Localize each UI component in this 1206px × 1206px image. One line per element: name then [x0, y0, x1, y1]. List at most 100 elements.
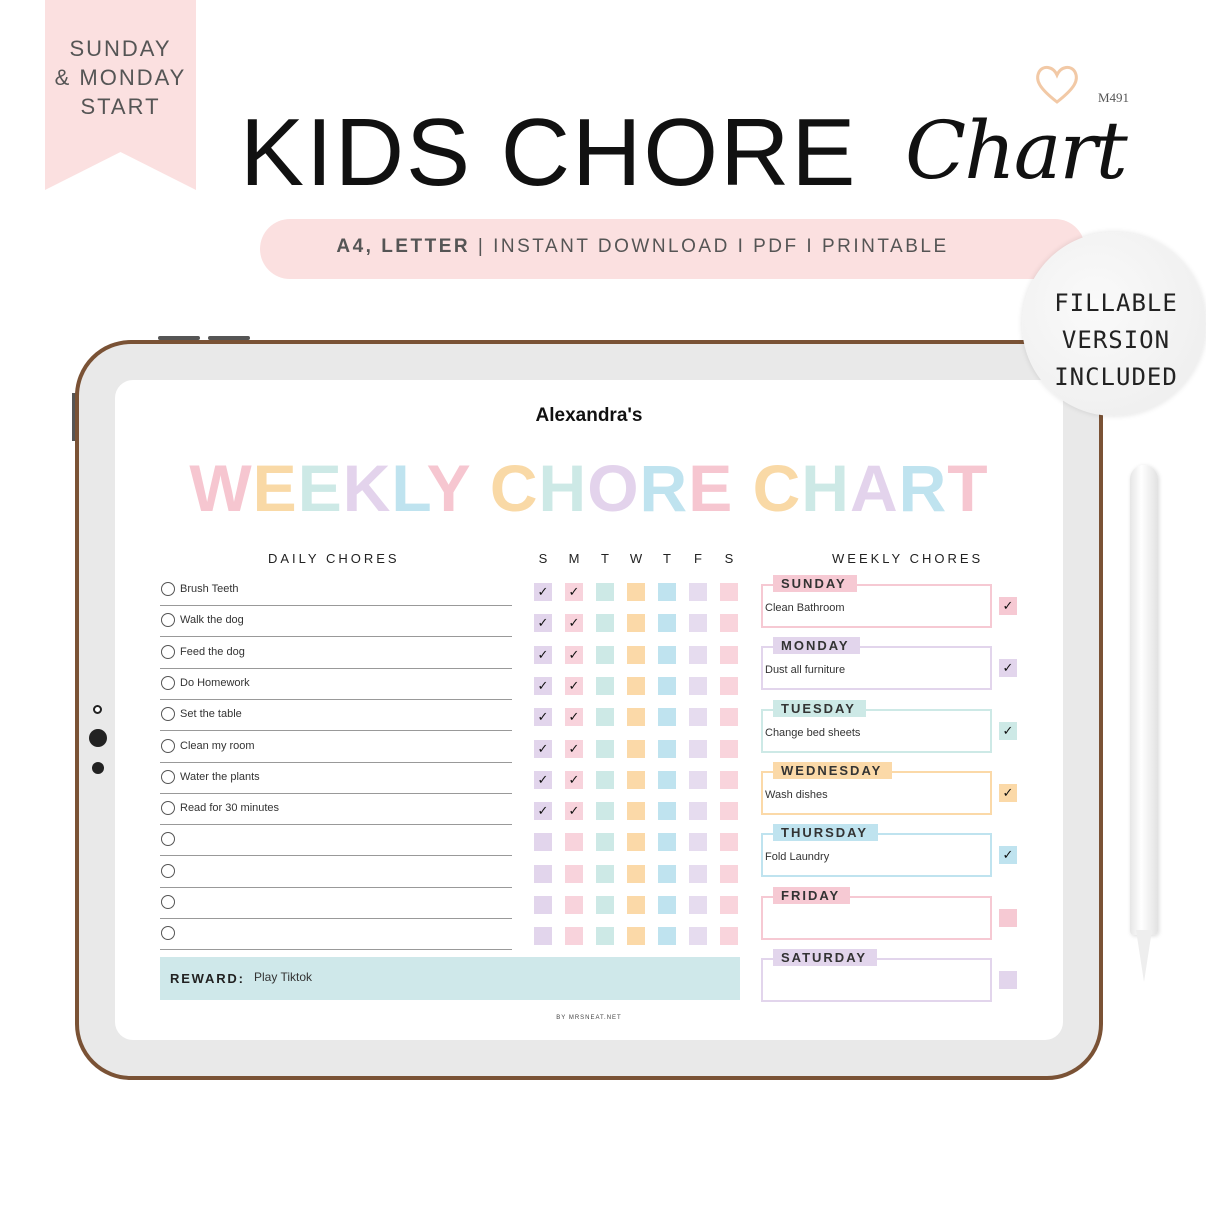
day-checkbox[interactable]: ✓	[565, 770, 583, 789]
day-checkbox[interactable]	[596, 896, 614, 914]
day-checkbox[interactable]	[596, 739, 614, 758]
day-checkbox[interactable]	[720, 864, 738, 883]
day-checkbox[interactable]	[689, 864, 707, 883]
day-checkbox[interactable]	[596, 645, 614, 664]
chore-name[interactable]: Walk the dog	[180, 614, 244, 627]
day-checkbox[interactable]	[627, 708, 645, 727]
day-checkbox[interactable]	[689, 802, 707, 821]
day-checkbox[interactable]	[720, 583, 738, 601]
day-checkbox[interactable]	[720, 614, 738, 633]
day-checkbox[interactable]	[596, 927, 614, 946]
day-checkbox[interactable]	[596, 770, 614, 789]
day-checkbox[interactable]	[534, 896, 552, 914]
day-checkbox[interactable]: ✓	[565, 583, 583, 601]
chore-name[interactable]: Read for 30 minutes	[180, 802, 280, 815]
day-checkbox[interactable]	[689, 770, 707, 789]
day-checkbox[interactable]	[720, 739, 738, 758]
day-checkbox[interactable]: ✓	[565, 614, 583, 633]
weekly-checkbox[interactable]: ✓	[999, 597, 1017, 615]
weekly-checkbox[interactable]: ✓	[999, 846, 1017, 865]
day-checkbox[interactable]	[658, 833, 676, 852]
weekly-checkbox[interactable]	[999, 908, 1017, 927]
day-checkbox[interactable]	[627, 676, 645, 695]
weekly-chore-task[interactable]: Wash dishes	[765, 788, 828, 801]
day-checkbox[interactable]	[720, 802, 738, 821]
weekly-checkbox[interactable]	[999, 970, 1017, 989]
day-checkbox[interactable]	[689, 739, 707, 758]
day-checkbox[interactable]	[534, 927, 552, 946]
day-checkbox[interactable]: ✓	[565, 802, 583, 821]
day-checkbox[interactable]	[596, 833, 614, 852]
day-checkbox[interactable]	[596, 676, 614, 695]
day-checkbox[interactable]: ✓	[565, 676, 583, 695]
day-checkbox[interactable]: ✓	[534, 645, 552, 664]
day-checkbox[interactable]	[658, 802, 676, 821]
day-checkbox[interactable]	[658, 739, 676, 758]
day-checkbox[interactable]	[720, 833, 738, 852]
chore-name[interactable]: Water the plants	[180, 770, 260, 783]
day-checkbox[interactable]	[689, 927, 707, 946]
chore-name[interactable]: Brush Teeth	[180, 583, 239, 595]
day-checkbox[interactable]: ✓	[534, 676, 552, 695]
day-checkbox[interactable]	[627, 833, 645, 852]
chore-done-radio[interactable]	[161, 926, 175, 941]
day-checkbox[interactable]	[627, 802, 645, 821]
weekly-checkbox[interactable]: ✓	[999, 783, 1017, 802]
day-checkbox[interactable]	[689, 833, 707, 852]
day-checkbox[interactable]	[627, 864, 645, 883]
chore-done-radio[interactable]	[161, 582, 175, 596]
day-checkbox[interactable]: ✓	[534, 770, 552, 789]
day-checkbox[interactable]	[658, 676, 676, 695]
day-checkbox[interactable]	[565, 896, 583, 914]
day-checkbox[interactable]	[596, 864, 614, 883]
day-checkbox[interactable]	[689, 676, 707, 695]
day-checkbox[interactable]: ✓	[534, 614, 552, 633]
chore-done-radio[interactable]	[161, 613, 175, 628]
day-checkbox[interactable]	[720, 896, 738, 914]
weekly-checkbox[interactable]: ✓	[999, 659, 1017, 678]
day-checkbox[interactable]	[689, 896, 707, 914]
day-checkbox[interactable]: ✓	[534, 583, 552, 601]
chore-done-radio[interactable]	[161, 707, 175, 722]
day-checkbox[interactable]	[627, 927, 645, 946]
day-checkbox[interactable]	[534, 864, 552, 883]
weekly-chore-task[interactable]: Fold Laundry	[765, 851, 830, 864]
day-checkbox[interactable]	[658, 583, 676, 601]
day-checkbox[interactable]	[627, 614, 645, 633]
chore-done-radio[interactable]	[161, 769, 175, 784]
day-checkbox[interactable]: ✓	[534, 739, 552, 758]
day-checkbox[interactable]	[720, 708, 738, 727]
day-checkbox[interactable]	[565, 833, 583, 852]
weekly-chore-task[interactable]: Dust all furniture	[765, 664, 846, 677]
day-checkbox[interactable]: ✓	[565, 708, 583, 727]
day-checkbox[interactable]: ✓	[565, 645, 583, 664]
chore-name[interactable]: Clean my room	[180, 739, 255, 752]
day-checkbox[interactable]: ✓	[534, 708, 552, 727]
chore-done-radio[interactable]	[161, 675, 175, 690]
day-checkbox[interactable]	[627, 770, 645, 789]
day-checkbox[interactable]	[689, 583, 707, 601]
chore-name[interactable]: Set the table	[180, 708, 242, 721]
day-checkbox[interactable]	[720, 645, 738, 664]
day-checkbox[interactable]	[596, 583, 614, 601]
day-checkbox[interactable]	[627, 583, 645, 601]
weekly-chore-task[interactable]: Clean Bathroom	[765, 602, 845, 614]
weekly-checkbox[interactable]: ✓	[999, 721, 1017, 740]
day-checkbox[interactable]: ✓	[565, 739, 583, 758]
day-checkbox[interactable]	[720, 927, 738, 946]
day-checkbox[interactable]	[720, 676, 738, 695]
day-checkbox[interactable]	[627, 739, 645, 758]
chore-done-radio[interactable]	[161, 644, 175, 659]
day-checkbox[interactable]	[720, 770, 738, 789]
chore-done-radio[interactable]	[161, 738, 175, 753]
day-checkbox[interactable]	[534, 833, 552, 852]
chore-done-radio[interactable]	[161, 832, 175, 847]
day-checkbox[interactable]	[565, 927, 583, 946]
chore-done-radio[interactable]	[161, 895, 175, 909]
day-checkbox[interactable]	[627, 645, 645, 664]
day-checkbox[interactable]	[658, 708, 676, 727]
day-checkbox[interactable]	[658, 645, 676, 664]
day-checkbox[interactable]	[658, 770, 676, 789]
day-checkbox[interactable]	[596, 614, 614, 633]
day-checkbox[interactable]	[689, 708, 707, 727]
